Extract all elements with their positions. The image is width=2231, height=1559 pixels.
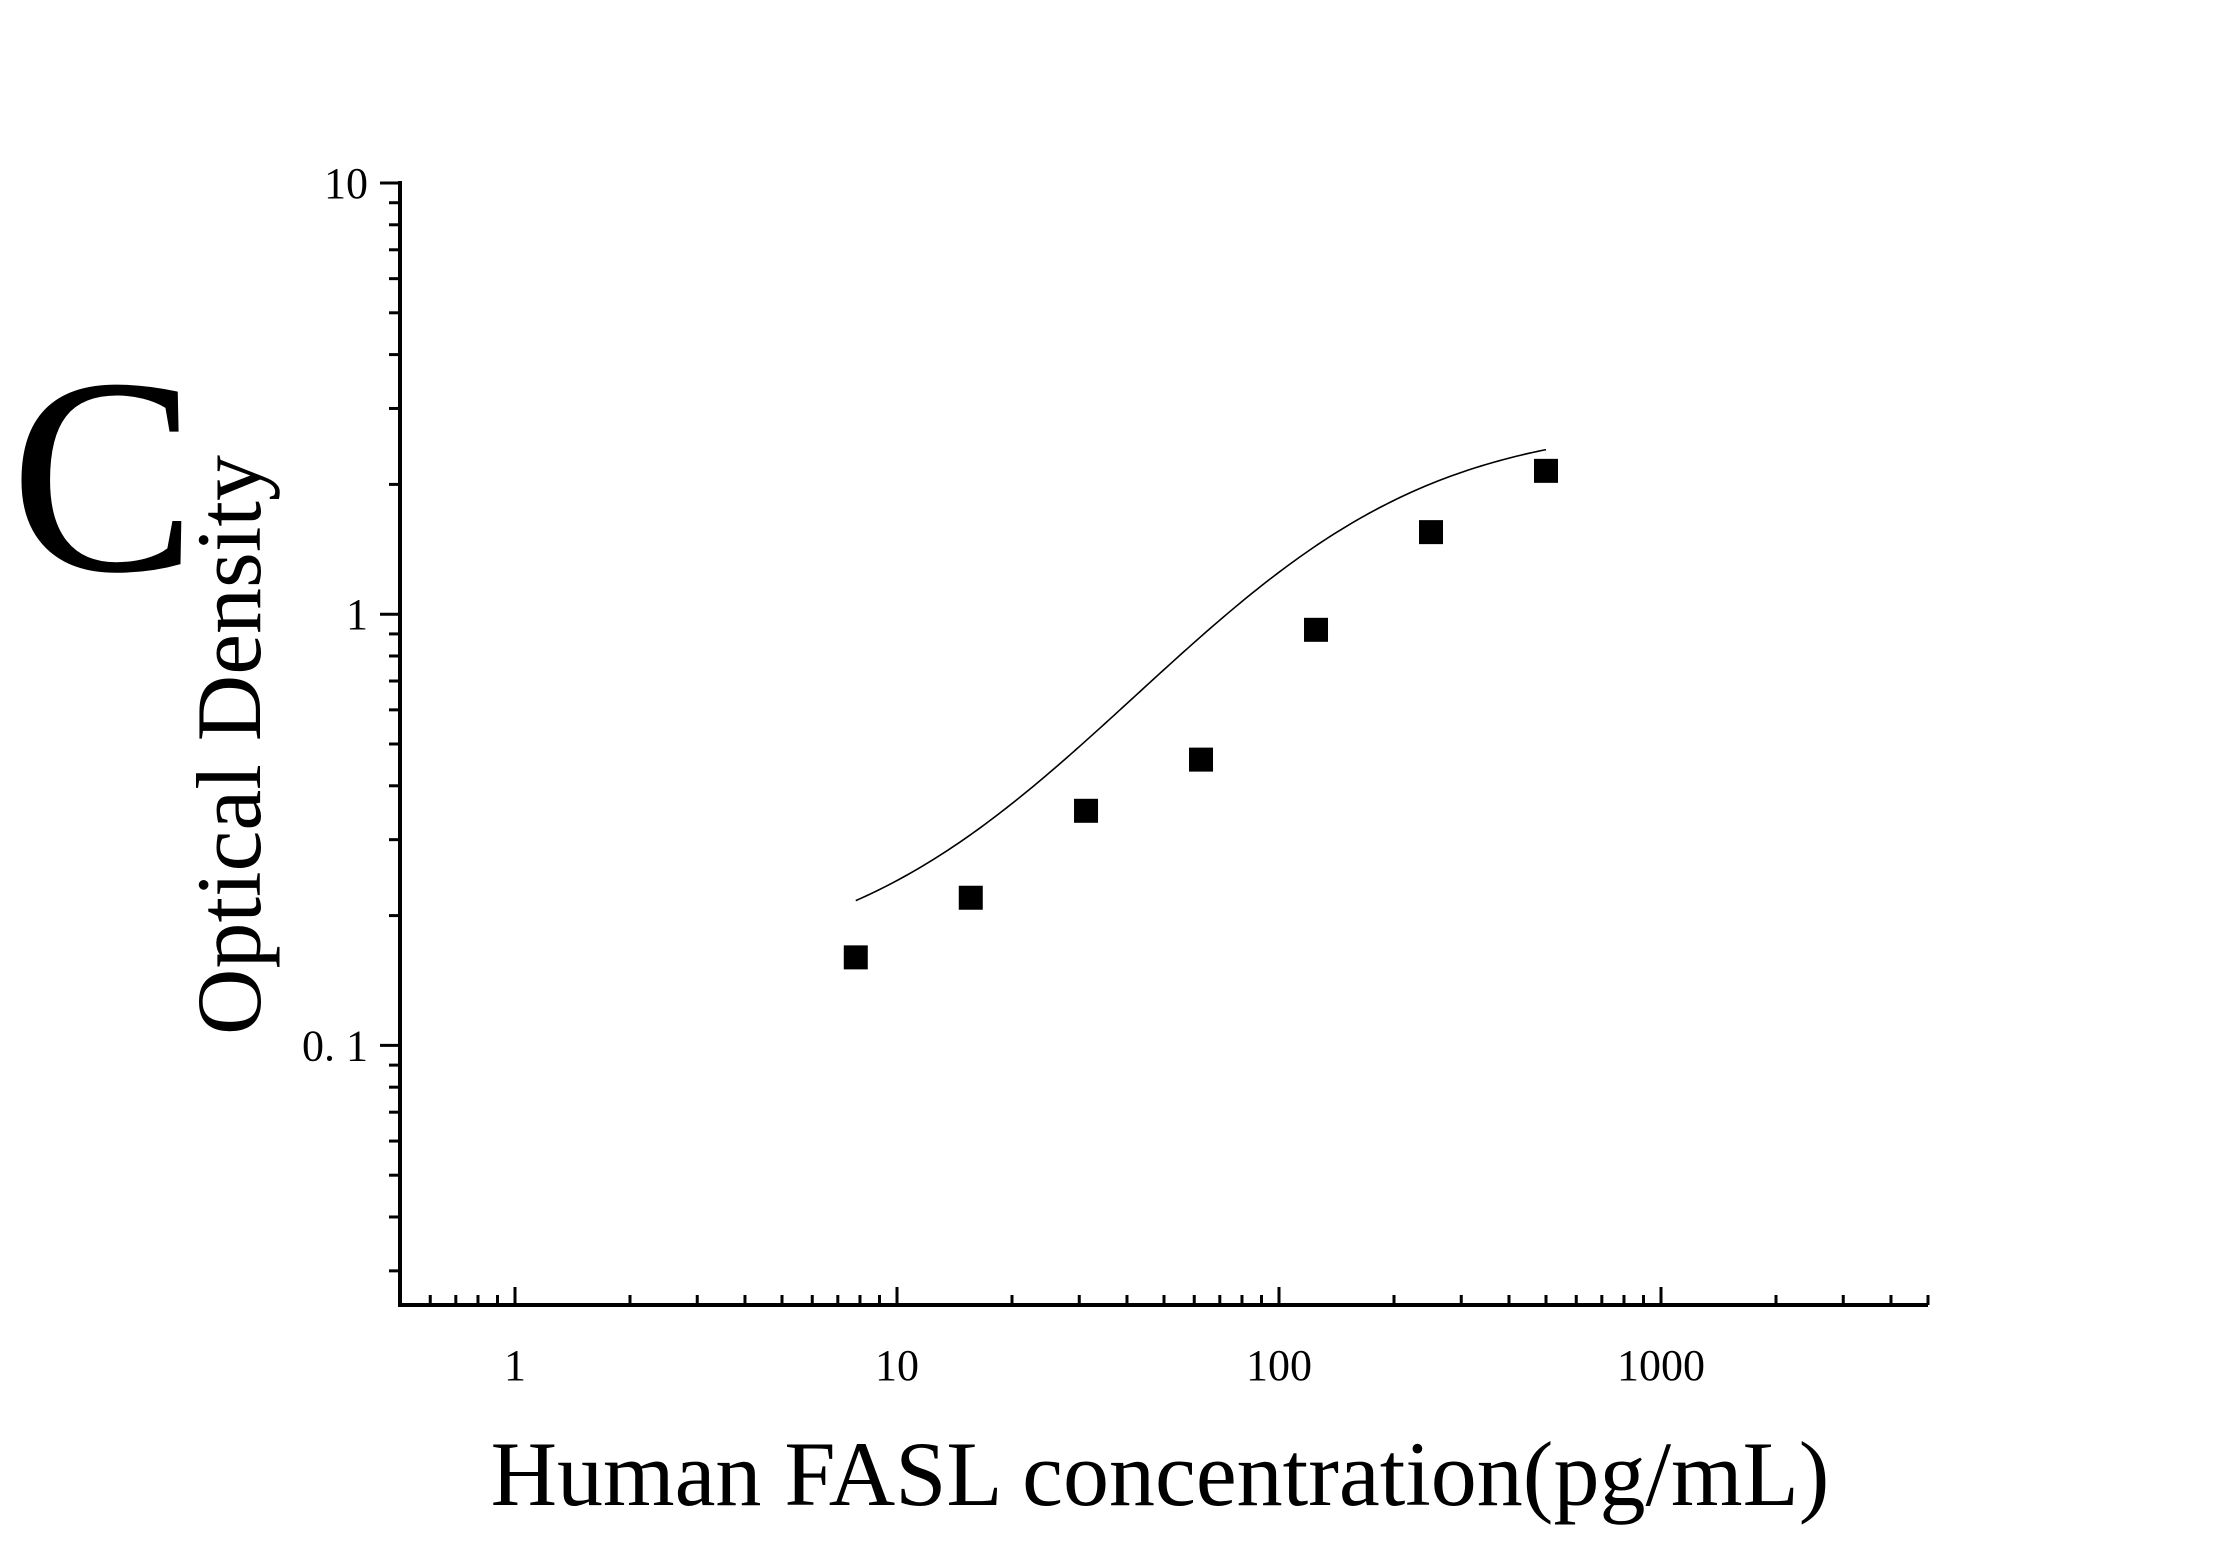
data-points	[843, 458, 1558, 970]
x-tick-label: 1	[504, 1341, 526, 1390]
y-axis-ticks: 0. 1 1 10	[302, 159, 400, 1273]
data-point	[1189, 747, 1214, 772]
y-axis-title: Optical Density	[178, 455, 280, 1035]
fit-curve	[855, 448, 1547, 902]
x-axis-title: Human FASL concentration(pg/mL)	[491, 1423, 1830, 1525]
data-point	[1419, 520, 1444, 545]
y-tick-label: 1	[346, 590, 368, 639]
y-tick-label: 0. 1	[302, 1021, 368, 1070]
data-point	[843, 945, 868, 970]
data-point	[1074, 798, 1099, 823]
x-axis-ticks: 1 10 100 1000	[398, 1287, 1930, 1390]
x-tick-label: 1000	[1617, 1341, 1705, 1390]
x-tick-label: 10	[875, 1341, 919, 1390]
data-point	[958, 885, 983, 910]
x-tick-label: 100	[1246, 1341, 1312, 1390]
y-tick-label: 10	[324, 159, 368, 208]
panel-label: C	[10, 320, 197, 631]
data-point	[1534, 458, 1558, 483]
data-point	[1304, 617, 1329, 642]
